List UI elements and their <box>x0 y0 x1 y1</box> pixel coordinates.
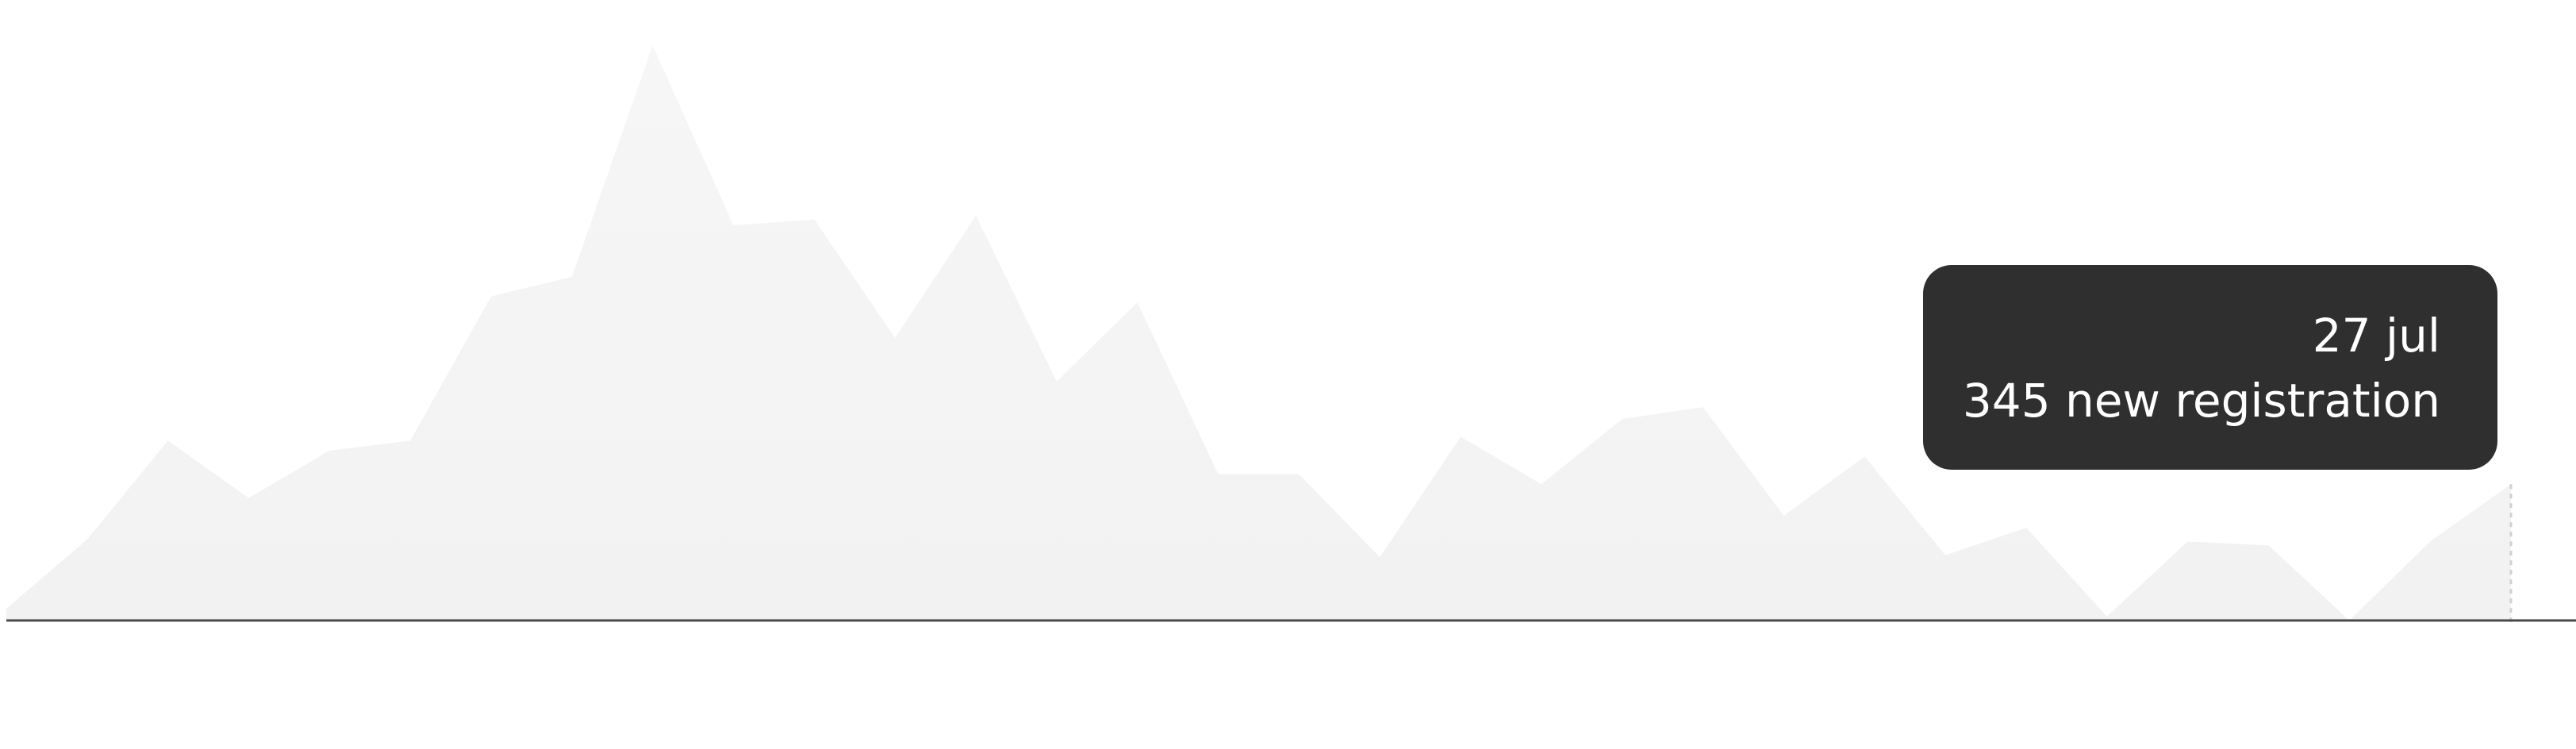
area-fill <box>6 45 2511 620</box>
data-point[interactable] <box>971 211 981 221</box>
data-point[interactable] <box>1618 414 1627 424</box>
data-point[interactable] <box>1779 511 1789 520</box>
data-point[interactable] <box>2021 523 2031 532</box>
data-point[interactable] <box>1294 470 1303 479</box>
data-point[interactable] <box>1941 551 1950 560</box>
data-point[interactable] <box>244 494 254 503</box>
data-point[interactable] <box>809 215 819 225</box>
data-point[interactable] <box>163 436 173 445</box>
data-point[interactable] <box>2425 536 2435 546</box>
data-point[interactable] <box>1537 479 1546 489</box>
data-tooltip: 27 jul 345 new registration <box>1923 265 2497 470</box>
data-point[interactable] <box>324 446 334 455</box>
data-point[interactable] <box>1456 432 1465 441</box>
data-point[interactable] <box>1375 552 1384 562</box>
tooltip-date: 27 jul <box>2312 309 2440 363</box>
data-point[interactable] <box>2 604 11 613</box>
data-point[interactable] <box>83 535 92 544</box>
data-point[interactable] <box>405 436 415 445</box>
data-point[interactable] <box>890 333 900 343</box>
data-point[interactable] <box>1699 402 1708 412</box>
data-point[interactable] <box>567 272 577 282</box>
tooltip-value: 345 new registration <box>1962 374 2440 428</box>
data-point[interactable] <box>729 221 739 230</box>
data-point[interactable] <box>2264 540 2274 550</box>
data-point[interactable] <box>1860 451 1869 461</box>
data-point[interactable] <box>2183 536 2193 546</box>
data-point[interactable] <box>1133 298 1142 307</box>
data-point[interactable] <box>648 40 658 50</box>
data-point[interactable] <box>486 292 496 302</box>
data-point[interactable] <box>1052 377 1061 386</box>
data-point[interactable] <box>1214 470 1223 479</box>
